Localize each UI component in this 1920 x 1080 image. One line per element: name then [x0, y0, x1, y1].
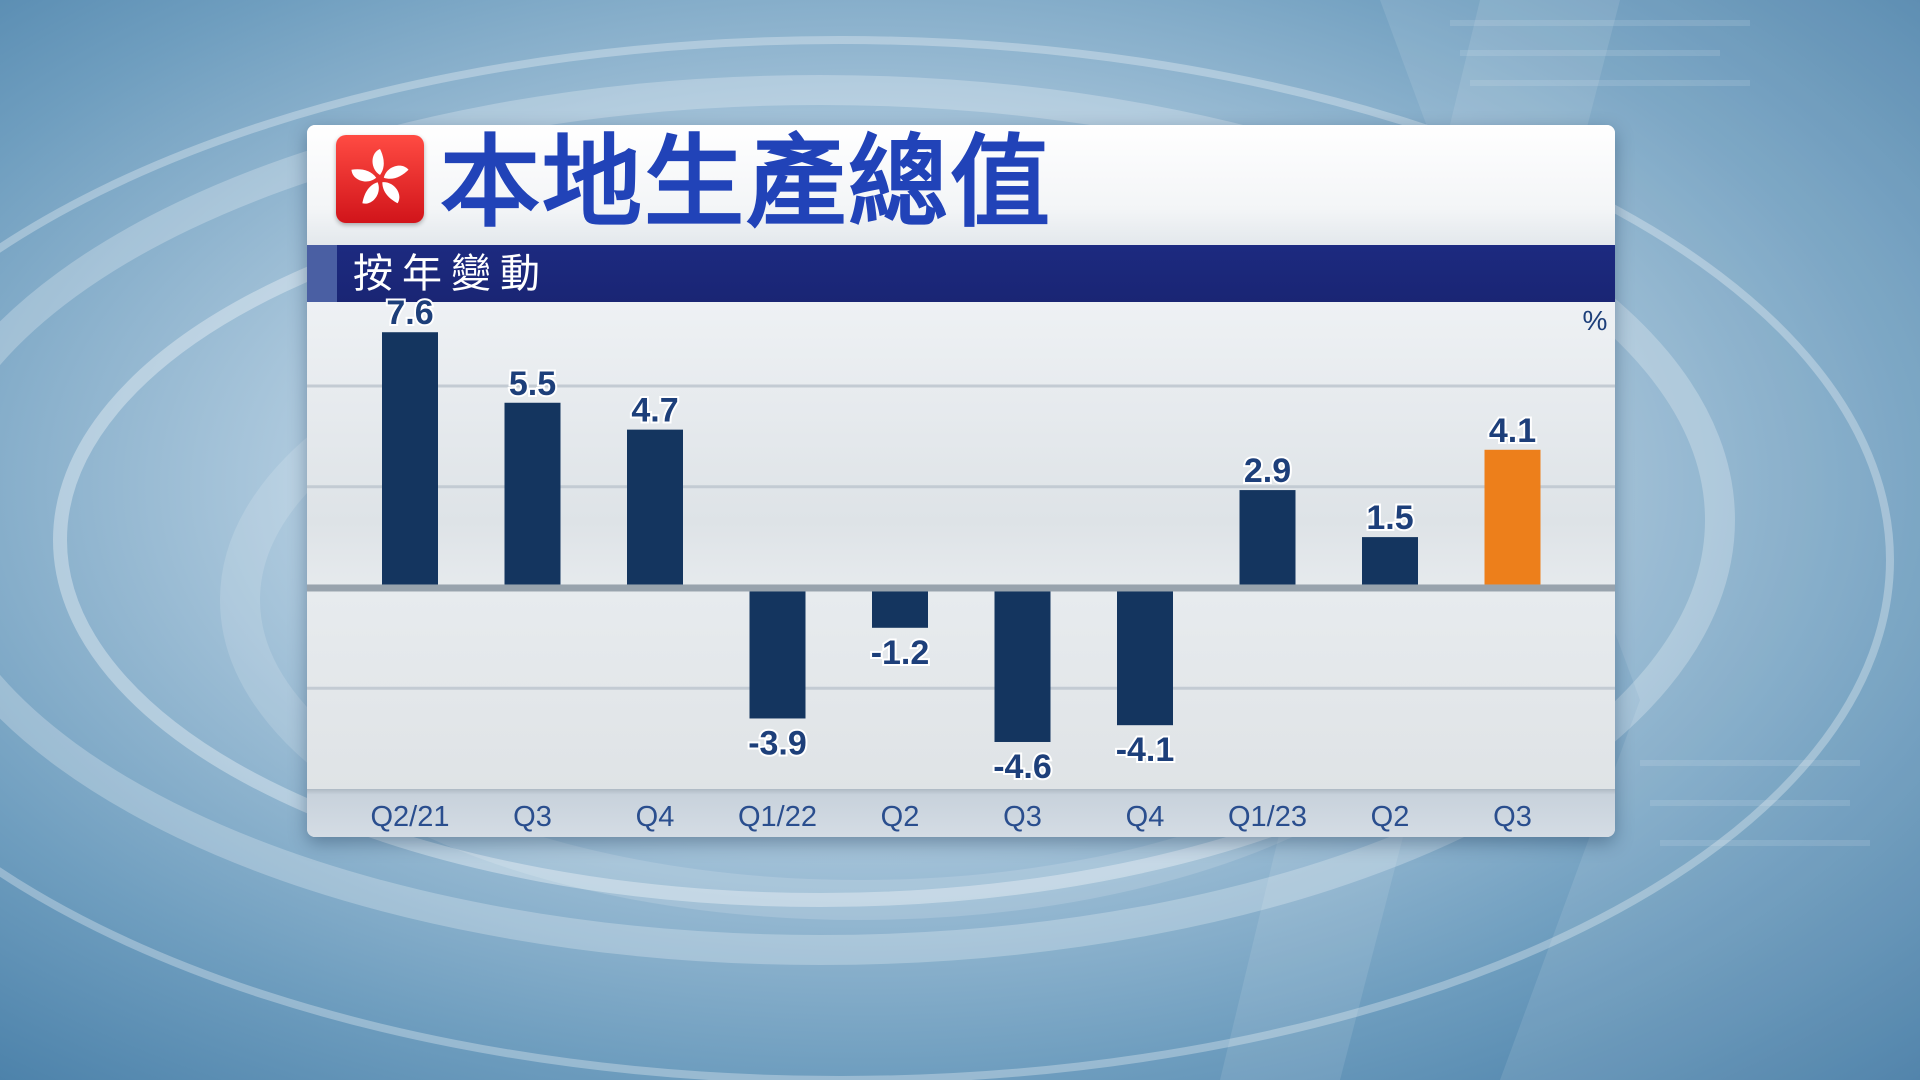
chart-panel: 本地生產總值 按年變動 % 7.6 Q2/21 5.5 Q3 4.7 Q4 -3.9 Q1/22…: [307, 125, 1615, 837]
bar: [1362, 537, 1418, 585]
bar: [1239, 490, 1296, 585]
chart-title: 本地生產總值: [440, 125, 1052, 241]
gdp-bar-chart: % 7.6 Q2/21 5.5 Q3 4.7 Q4 -3.9 Q1/22 -1.2 Q2 -4.6 Q3…: [307, 292, 1615, 833]
x-tick-label: Q2/21: [371, 801, 450, 833]
x-tick-label: Q3: [513, 801, 552, 833]
data-label: 4.1: [1489, 412, 1536, 450]
subtitle-accent: [307, 245, 337, 302]
x-tick-label: Q4: [1126, 801, 1165, 833]
hong-kong-flag-icon: [336, 135, 424, 223]
subtitle-band: 按年變動: [307, 245, 1615, 302]
x-tick-label: Q1/23: [1228, 801, 1307, 833]
x-tick-label: Q2: [881, 801, 920, 833]
data-label: 2.9: [1244, 452, 1291, 490]
x-tick-label: Q3: [1493, 801, 1532, 833]
unit-label: %: [1583, 305, 1608, 336]
data-label: -3.9: [748, 724, 807, 762]
bar: [872, 591, 928, 628]
x-tick-label: Q4: [636, 801, 675, 833]
bar: [1117, 591, 1173, 726]
data-label: -4.1: [1116, 731, 1175, 769]
data-label: -4.6: [993, 748, 1052, 786]
zero-axis-line: [307, 584, 1615, 592]
x-tick-label: Q2: [1371, 801, 1410, 833]
data-label: 4.7: [631, 392, 678, 430]
x-axis-band: [307, 789, 1615, 837]
bar: [504, 402, 561, 585]
chart-subtitle: 按年變動: [353, 251, 549, 297]
bar: [627, 429, 683, 585]
x-tick-label: Q1/22: [738, 801, 817, 833]
bar: [1484, 449, 1541, 585]
bar: [749, 591, 806, 719]
data-label: 7.6: [386, 294, 433, 332]
x-tick-label: Q3: [1003, 801, 1042, 833]
data-label: 1.5: [1366, 499, 1413, 537]
title-bar: 本地生產總值: [307, 125, 1615, 245]
bar: [994, 591, 1051, 742]
data-label: 5.5: [509, 365, 556, 403]
bar: [382, 332, 438, 585]
data-label: -1.2: [871, 634, 930, 672]
